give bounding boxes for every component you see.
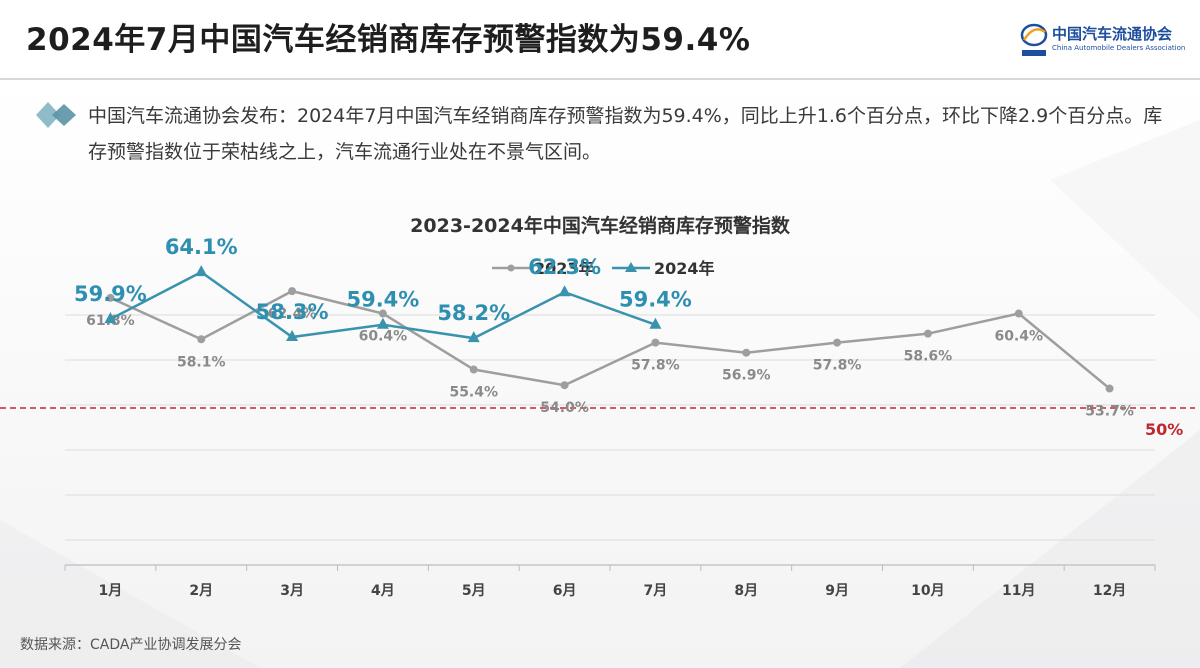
data-label-2023: 55.4% bbox=[449, 385, 498, 401]
data-label-2023: 57.8% bbox=[813, 358, 862, 374]
data-point-2024 bbox=[376, 317, 389, 329]
cada-logo: 中国汽车流通协会 China Automobile Dealers Associ… bbox=[1018, 20, 1185, 60]
data-point-2023 bbox=[651, 338, 660, 347]
data-label-2023: 58.1% bbox=[177, 354, 226, 370]
header-bar: 2024年7月中国汽车经销商库存预警指数为59.4% 中国汽车流通协会 Chin… bbox=[0, 0, 1200, 80]
x-tick-label: 11月 bbox=[1002, 583, 1035, 599]
x-tick-label: 2月 bbox=[189, 583, 213, 599]
chart-container: 2023-2024年中国汽车经销商库存预警指数 2023年 2024年 50% 1月 2月… bbox=[0, 200, 1200, 620]
series-line-2023 bbox=[109, 289, 1111, 390]
data-point-2024 bbox=[649, 317, 662, 329]
data-label-2024: 64.1% bbox=[165, 235, 238, 259]
data-point-2023 bbox=[288, 287, 297, 296]
logo-subtext: China Automobile Dealers Association bbox=[1052, 44, 1186, 52]
data-label-2024: 58.3% bbox=[256, 300, 329, 324]
data-label-2024: 62.3% bbox=[528, 255, 601, 279]
data-label-2024: 59.4% bbox=[619, 288, 692, 312]
x-tick-label: 5月 bbox=[462, 583, 486, 599]
x-tick-label: 4月 bbox=[371, 583, 395, 599]
data-point-2024 bbox=[558, 285, 571, 297]
page-title: 2024年7月中国汽车经销商库存预警指数为59.4% bbox=[26, 22, 751, 58]
data-point-2024 bbox=[286, 330, 299, 342]
legend-marker-2024 bbox=[625, 262, 637, 272]
cada-emblem-icon bbox=[1020, 23, 1048, 56]
threshold-label: 50% bbox=[1145, 420, 1183, 439]
data-point-2023 bbox=[923, 329, 932, 338]
x-tick-label: 3月 bbox=[280, 583, 304, 599]
legend-label-2024: 2024年 bbox=[654, 259, 715, 278]
data-point-2023 bbox=[1105, 384, 1114, 393]
legend-marker-2023 bbox=[507, 264, 515, 272]
legend-label-2023: 2023年 bbox=[534, 259, 595, 278]
inventory-index-chart: 2023-2024年中国汽车经销商库存预警指数 2023年 2024年 50% 1月 2月… bbox=[0, 214, 1195, 599]
data-point-2023 bbox=[560, 381, 569, 390]
data-label-2023: 56.9% bbox=[722, 368, 771, 384]
data-point-2023 bbox=[197, 335, 206, 344]
data-label-2023: 53.7% bbox=[1085, 404, 1134, 420]
source-note: 数据来源：CADA产业协调发展分会 bbox=[20, 637, 242, 653]
data-point-2024 bbox=[195, 265, 208, 277]
x-tick-label: 7月 bbox=[644, 583, 668, 599]
x-tick-label: 9月 bbox=[825, 583, 849, 599]
data-point-2024 bbox=[104, 312, 117, 324]
x-tick-label: 6月 bbox=[553, 583, 577, 599]
data-point-2023 bbox=[1014, 309, 1023, 318]
data-point-2023 bbox=[742, 348, 751, 357]
summary-text: 中国汽车流通协会发布：2024年7月中国汽车经销商库存预警指数为59.4%，同比… bbox=[88, 105, 1163, 163]
data-label-2024: 59.4% bbox=[346, 288, 419, 312]
data-label-2023: 54.0% bbox=[540, 400, 589, 416]
data-label-2023: 57.8% bbox=[631, 358, 680, 374]
data-label-2023: 60.4% bbox=[359, 329, 408, 345]
data-point-2023 bbox=[106, 293, 115, 302]
data-label-2024: 59.9% bbox=[74, 282, 147, 306]
x-tick-label: 1月 bbox=[99, 583, 123, 599]
x-tick-label: 12月 bbox=[1093, 583, 1126, 599]
data-label-2024: 58.2% bbox=[437, 301, 510, 325]
x-tick-label: 10月 bbox=[911, 583, 944, 599]
data-point-2024 bbox=[467, 331, 480, 343]
data-label-2023: 60.4% bbox=[994, 329, 1043, 345]
data-label-2023: 62.4% bbox=[268, 306, 317, 322]
data-label-2023: 58.6% bbox=[904, 349, 953, 365]
x-tick-label: 8月 bbox=[734, 583, 758, 599]
diamond-bullet-icon bbox=[36, 102, 76, 128]
chart-title: 2023-2024年中国汽车经销商库存预警指数 bbox=[410, 214, 791, 237]
data-point-2023 bbox=[378, 309, 387, 318]
logo-text: 中国汽车流通协会 bbox=[1052, 25, 1173, 43]
data-point-2023 bbox=[833, 338, 842, 347]
data-point-2023 bbox=[469, 365, 478, 374]
